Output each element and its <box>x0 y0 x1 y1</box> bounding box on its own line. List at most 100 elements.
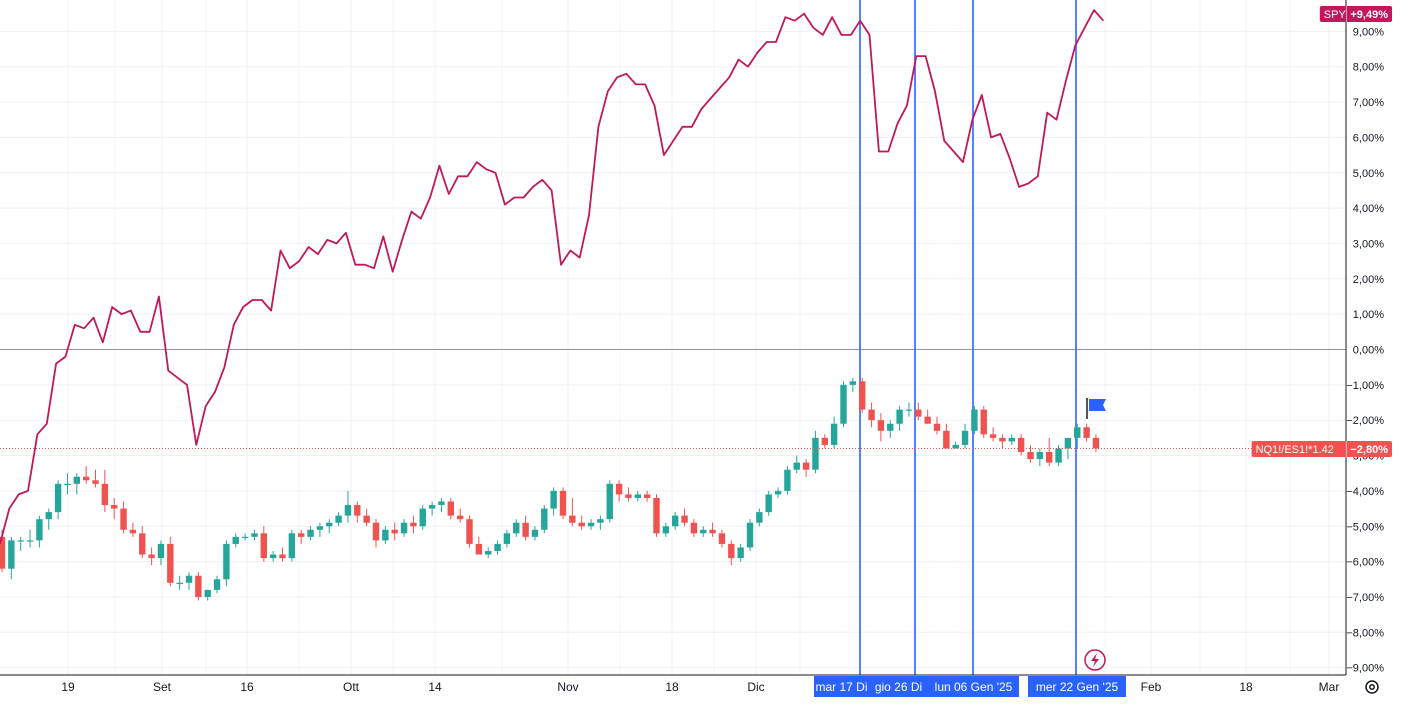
candle <box>578 522 585 527</box>
candle <box>485 550 492 555</box>
candle <box>157 543 165 559</box>
candle <box>36 519 43 541</box>
candle <box>812 437 819 470</box>
y-tick-label: −1,00% <box>1346 380 1384 392</box>
y-tick-labels: 9,00% 8,00% 7,00% 6,00% 5,00% 4,00% 3,00% 2,00%… <box>1346 26 1384 674</box>
candle <box>307 529 314 537</box>
candle <box>410 522 417 527</box>
y-tick-label: −5,00% <box>1346 521 1384 533</box>
candle <box>1092 437 1100 449</box>
candle <box>1046 452 1053 463</box>
candle <box>690 522 698 534</box>
candle <box>269 554 277 559</box>
y-tick-label: 7,00% <box>1353 97 1384 109</box>
candle <box>167 543 174 583</box>
candle <box>438 501 445 506</box>
y-tick-label: −8,00% <box>1346 627 1384 639</box>
candle <box>672 515 679 527</box>
candle <box>989 434 997 438</box>
y-tick-label: 5,00% <box>1353 168 1384 180</box>
candle <box>746 522 754 548</box>
candle <box>1055 448 1062 463</box>
candle <box>120 508 127 530</box>
candle <box>475 543 483 555</box>
y-tick-label: −4,00% <box>1346 486 1384 498</box>
gear-icon[interactable] <box>1365 680 1379 694</box>
candle <box>550 490 557 509</box>
series-badge-name: NQ1!/ES1!*1.42 <box>1256 444 1334 456</box>
x-tick-label: 16 <box>240 680 254 694</box>
candle <box>82 476 90 481</box>
candle <box>1008 437 1015 442</box>
candle <box>279 554 286 559</box>
candle <box>185 575 193 583</box>
candle <box>8 540 15 569</box>
candle <box>26 540 34 542</box>
candle <box>877 420 885 431</box>
candle <box>643 494 651 498</box>
candle <box>251 533 258 537</box>
spy-badge[interactable]: SPY +9,49% <box>1319 6 1392 22</box>
lightning-icon[interactable] <box>1084 649 1106 671</box>
candle <box>569 515 576 523</box>
flag-icon[interactable] <box>1086 398 1106 419</box>
candle <box>700 529 707 534</box>
candle <box>288 533 296 559</box>
grid-lines <box>0 0 1346 675</box>
candle <box>428 505 436 509</box>
x-tick-labels: 19 Set 16 Ott 14 Nov 18 Dic Feb 18 Mar <box>61 680 1339 694</box>
candle <box>241 536 249 539</box>
y-tick-label: −2,00% <box>1346 415 1384 427</box>
ratio-badge[interactable]: NQ1!/ES1!*1.42 −2,80% <box>1251 441 1392 457</box>
x-tick-label: Set <box>153 680 172 694</box>
candle <box>896 409 903 424</box>
x-tick-label: 19 <box>61 680 75 694</box>
candle <box>1064 437 1072 449</box>
candle <box>64 483 71 486</box>
candle <box>961 430 969 445</box>
candle <box>139 533 146 555</box>
candle <box>232 536 239 544</box>
candle <box>494 543 501 551</box>
y-tick-label: −6,00% <box>1346 557 1384 569</box>
candle <box>363 515 370 523</box>
candle <box>466 519 473 544</box>
y-tick-label: 4,00% <box>1353 203 1384 215</box>
highlight-date-label: lun 06 Gen '25 <box>928 676 1019 697</box>
candle <box>419 508 426 527</box>
candle <box>830 423 838 445</box>
candle <box>952 444 959 449</box>
candle <box>849 381 857 385</box>
candle <box>391 529 398 534</box>
candle <box>400 522 408 534</box>
candle <box>840 384 847 424</box>
y-tick-label: −7,00% <box>1346 592 1384 604</box>
candle <box>45 512 52 520</box>
candle <box>111 505 118 509</box>
candle <box>0 536 6 569</box>
candle <box>597 519 604 523</box>
candle <box>634 494 641 498</box>
candle <box>728 543 735 559</box>
candle <box>980 409 987 435</box>
y-tick-label: 8,00% <box>1353 62 1384 74</box>
candle <box>148 554 155 559</box>
candles-series <box>0 377 1100 601</box>
candle <box>859 381 866 410</box>
candle <box>718 533 726 544</box>
candle <box>662 526 670 534</box>
candle <box>971 409 978 431</box>
candle <box>213 579 221 590</box>
candle <box>531 529 539 537</box>
candle <box>1036 452 1044 460</box>
candle <box>999 437 1006 442</box>
candle <box>943 430 950 449</box>
candle <box>73 476 80 484</box>
highlight-date-label: mar 17 Di <box>814 676 869 697</box>
y-tick-label: 3,00% <box>1353 238 1384 250</box>
y-tick-label: −9,00% <box>1346 663 1384 675</box>
candle <box>606 483 613 520</box>
y-tick-label: 2,00% <box>1353 274 1384 286</box>
